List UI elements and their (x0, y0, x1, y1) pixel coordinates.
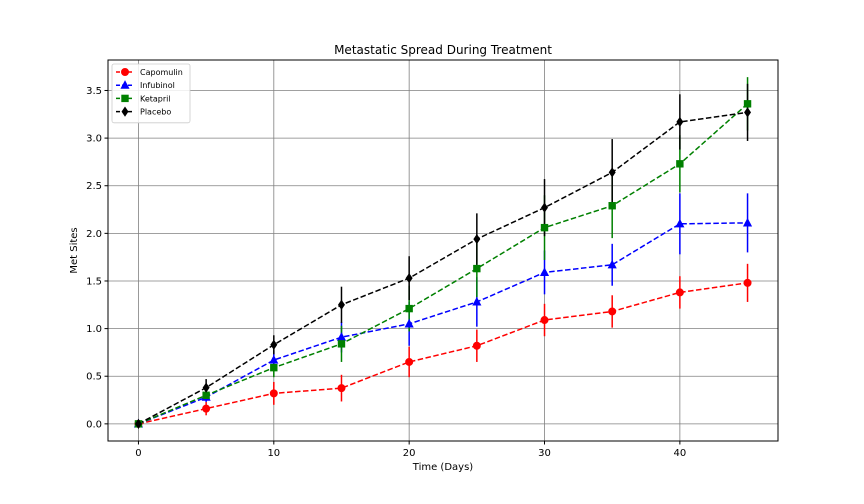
capomulin-data-point (743, 278, 752, 287)
placebo-legend-marker (121, 106, 129, 117)
y-tick-label: 3.5 (86, 86, 102, 97)
ketapril-data-point (608, 202, 616, 210)
ketapril-legend-label: Ketapril (140, 94, 171, 103)
y-tick-label: 3.0 (86, 134, 102, 145)
ketapril-data-point (202, 391, 210, 399)
ketapril-data-point (540, 223, 549, 232)
y-axis-label: Met Sites (69, 227, 80, 273)
plot-area-frame (107, 59, 779, 442)
placebo-legend-label: Placebo (140, 108, 171, 117)
infubinol-data-point (404, 318, 414, 328)
legend: Capomulin Infubinol Ketapril Placebo (111, 63, 191, 124)
capomulin-data-point (337, 384, 346, 393)
capomulin-series-line (138, 282, 748, 425)
placebo-data-point (270, 339, 278, 350)
ketapril-data-point (405, 304, 413, 313)
ketapril-data-point (473, 264, 481, 273)
capomulin-data-point (540, 316, 549, 325)
capomulin-data-point (202, 404, 211, 413)
ketapril-data-point (743, 100, 752, 108)
placebo-data-point (134, 418, 142, 429)
capomulin-data-point (269, 389, 278, 398)
infubinol-data-point (472, 296, 482, 306)
placebo-data-point (676, 116, 684, 128)
capomulin-legend-marker (121, 68, 130, 77)
chart-title: Metastatic Spread During Treatment (334, 43, 552, 57)
ketapril-legend-marker (121, 94, 129, 103)
placebo-data-point (338, 299, 345, 310)
placebo-data-point (608, 167, 616, 178)
y-tick-label: 2.5 (86, 181, 102, 192)
infubinol-legend-label: Infubinol (140, 81, 175, 90)
capomulin-legend-label: Capomulin (140, 68, 183, 77)
y-tick-label: 0.5 (86, 372, 102, 383)
infubinol-data-point (269, 354, 279, 364)
infubinol-data-point (539, 267, 550, 277)
capomulin-data-point (675, 288, 684, 297)
placebo-data-point (405, 273, 413, 284)
axis-ticks: 0 10 20 30 40 0.0 0.5 1.0 1.5 2.0 2.5 3.0 3.5 (86, 86, 686, 459)
x-tick-label: 0 (135, 448, 141, 459)
ketapril-series-line (138, 103, 749, 425)
infubinol-data-point (742, 217, 753, 227)
capomulin-data-point (405, 357, 414, 366)
series-lines (138, 103, 749, 425)
placebo-series-line (138, 111, 748, 425)
infubinol-legend-marker (120, 80, 130, 89)
placebo-data-point (202, 382, 210, 393)
legend-box (111, 63, 191, 124)
x-tick-label: 10 (267, 448, 280, 459)
placebo-data-point (541, 202, 548, 213)
y-tick-label: 0.0 (86, 419, 102, 430)
ketapril-data-point (270, 363, 278, 372)
x-tick-label: 40 (674, 448, 687, 459)
y-tick-label: 1.0 (86, 324, 102, 335)
infubinol-data-point (675, 218, 685, 228)
x-axis-label: Time (Days) (412, 462, 474, 473)
y-tick-label: 2.0 (86, 229, 102, 240)
ketapril-data-point (337, 340, 346, 348)
infubinol-data-point (607, 259, 617, 269)
placebo-data-point (744, 107, 752, 118)
capomulin-data-point (608, 307, 617, 316)
ketapril-data-point (676, 160, 684, 168)
grid (108, 60, 778, 441)
x-tick-label: 30 (538, 448, 551, 459)
capomulin-data-point (472, 341, 481, 350)
x-tick-label: 20 (403, 448, 416, 459)
placebo-data-point (473, 233, 481, 245)
y-tick-label: 1.5 (86, 276, 102, 287)
data-points (133, 100, 753, 429)
